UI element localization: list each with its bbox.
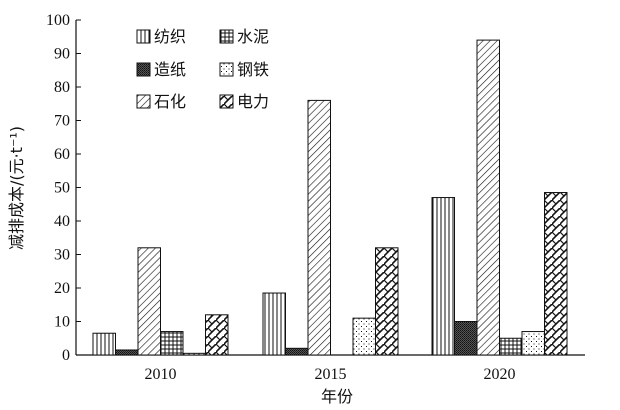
bar-2020-2 [454, 321, 478, 356]
x-tick-label: 2020 [484, 366, 516, 383]
bar-2010-3 [137, 247, 161, 356]
y-tick-label: 40 [54, 213, 70, 230]
y-tick-label: 50 [54, 180, 70, 197]
bars [92, 39, 568, 356]
bar-2010-5 [182, 352, 206, 356]
bar-2010-1 [92, 332, 116, 356]
legend-label: 钢铁 [237, 60, 269, 79]
y-tick-label: 90 [54, 46, 70, 63]
x-tick-label: 2015 [315, 366, 347, 383]
bar-2020-5 [521, 331, 545, 356]
bar-2020-3 [476, 39, 500, 356]
legend-swatch [136, 29, 151, 44]
legend-swatch [219, 94, 234, 109]
bar-2020-4 [499, 337, 523, 356]
bar-2015-1 [262, 292, 286, 356]
legend-label: 纺织 [154, 27, 186, 46]
legend-label: 电力 [237, 92, 269, 111]
bar-2010-2 [115, 349, 139, 356]
y-axis-ticks: 0 10 20 30 40 50 60 70 80 90 100 [46, 12, 81, 364]
y-tick-label: 30 [54, 247, 70, 264]
bar-2015-3 [307, 99, 331, 356]
bar-2015-6 [375, 247, 399, 356]
bar-2020-6 [544, 192, 568, 356]
bar-2010-6 [205, 314, 229, 356]
legend-swatch [136, 62, 151, 77]
y-tick-label: 80 [54, 79, 70, 96]
y-tick-label: 0 [62, 347, 70, 364]
x-axis-ticks: 2010 2015 2020 [145, 366, 516, 383]
bar-2015-2 [285, 347, 309, 356]
legend-swatch [219, 29, 234, 44]
legend-label: 水泥 [237, 27, 269, 46]
x-tick-label: 2010 [145, 366, 177, 383]
y-tick-label: 10 [54, 314, 70, 331]
bar-2015-5 [352, 317, 376, 356]
legend-label: 造纸 [154, 60, 186, 79]
bar-2010-4 [160, 331, 184, 356]
y-tick-label: 20 [54, 280, 70, 297]
legend-swatch [219, 62, 234, 77]
bar-2020-1 [431, 197, 455, 356]
legend-swatch [136, 94, 151, 109]
y-tick-label: 100 [46, 12, 70, 29]
y-tick-label: 60 [54, 146, 70, 163]
y-tick-label: 70 [54, 113, 70, 130]
y-axis-title: 减排成本/(元·t⁻¹) [7, 126, 26, 250]
legend-label: 石化 [154, 92, 186, 111]
x-axis-title: 年份 [321, 387, 353, 406]
